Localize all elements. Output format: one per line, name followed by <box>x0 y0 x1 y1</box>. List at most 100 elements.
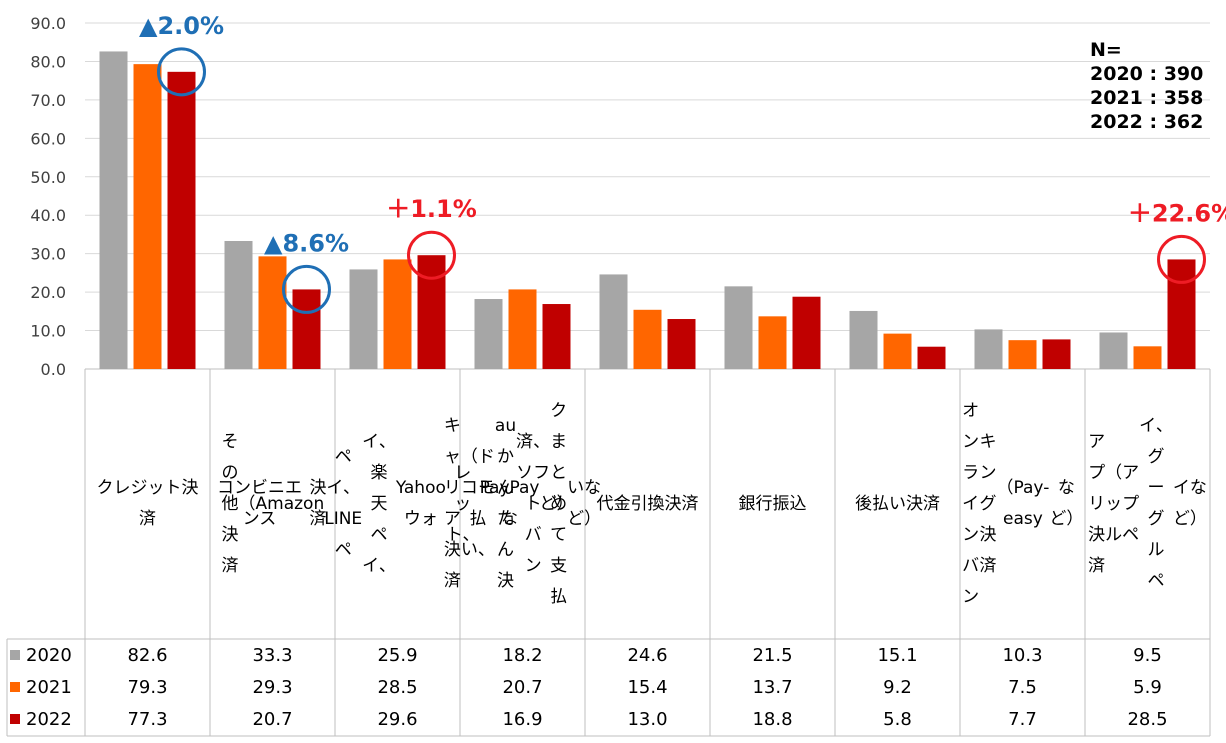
legend-series-name: 2021 <box>26 676 72 698</box>
bar-2020 <box>849 310 878 369</box>
legend-row-label: 2022 <box>10 704 72 734</box>
category-label-line: ペイ、LINEペ <box>324 447 363 560</box>
bar-2021 <box>133 64 162 369</box>
bar-2021 <box>508 289 537 369</box>
legend-series-name: 2020 <box>26 644 72 666</box>
bar-2022 <box>792 296 821 369</box>
bar-2021 <box>1008 340 1037 369</box>
table-value-cell: 15.4 <box>627 676 668 698</box>
y-tick-label: 50.0 <box>30 168 66 187</box>
category-label: その他決済 （Amazon ペイ、LINEペ イ、楽天ペイ、 Yahooウォ レット、 Pa… <box>222 372 574 636</box>
highlight-circle <box>1157 234 1206 284</box>
category-label: 後払い決済 <box>835 372 960 636</box>
bar-2020 <box>1099 332 1128 369</box>
y-tick-label: 90.0 <box>30 14 66 33</box>
sample-size-note: N= 2020 : 390 2021 : 358 2022 : 362 <box>1090 38 1203 134</box>
bar-2022 <box>1042 339 1071 369</box>
highlight-circle <box>157 47 206 97</box>
bar-2020 <box>474 299 503 369</box>
y-tick-label: 40.0 <box>30 206 66 225</box>
category-label: オンラインバン キング決済 （Pay-easy など） <box>960 372 1085 636</box>
category-label-line: キャリア決済 <box>443 416 461 591</box>
bar-2022 <box>417 255 446 369</box>
category-label-line: （ドコモ払い、 <box>460 447 495 560</box>
table-value-cell: 5.9 <box>1133 676 1162 698</box>
bar-2020 <box>99 51 128 370</box>
bar-2021 <box>883 333 912 369</box>
table-value-cell: 24.6 <box>627 644 668 666</box>
table-value-cell: 7.7 <box>1008 708 1037 730</box>
legend-row-label: 2020 <box>10 640 72 670</box>
category-label-line: （Pay-easy <box>996 478 1050 529</box>
legend-series-name: 2022 <box>26 708 72 730</box>
category-label: クレジット決済 <box>85 372 210 636</box>
table-value-cell: 13.7 <box>752 676 793 698</box>
legend-swatch <box>10 714 20 724</box>
table-value-cell: 20.7 <box>502 676 543 698</box>
category-label-line: イ、楽天ペイ、 <box>362 431 396 576</box>
y-tick-label: 10.0 <box>30 322 66 341</box>
legend-swatch <box>10 650 20 660</box>
category-label: 銀行振込 <box>710 372 835 636</box>
bar-2021 <box>258 256 287 369</box>
table-value-cell: 18.2 <box>502 644 543 666</box>
change-annotation: ▲2.0% <box>139 12 224 40</box>
category-label: キャリア決済 （ドコモ払い、 auかんたん決 済、ソフトバン クまとめて支払 いなど） <box>444 372 601 636</box>
y-tick-label: 20.0 <box>30 283 66 302</box>
category-label-line: 代金引換決 <box>596 493 682 514</box>
category-label-line: その他決済 <box>221 431 239 576</box>
table-value-cell: 18.8 <box>752 708 793 730</box>
n-note-line: 2022 : 362 <box>1090 111 1204 133</box>
y-tick-label: 70.0 <box>30 91 66 110</box>
bar-2020 <box>224 240 253 369</box>
bar-2021 <box>383 259 412 369</box>
category-label-line: アプリ決済 <box>1088 431 1106 576</box>
bar-2022 <box>542 304 571 369</box>
category-label-line: 銀行振込 <box>738 493 807 514</box>
bar-2021 <box>758 316 787 369</box>
change-annotation: ＋1.1% <box>386 195 477 223</box>
category-label: アプリ決済 （アップルペ イ、グーグルペ イなど） <box>1085 372 1210 636</box>
category-label-line: キング決済 <box>979 431 997 576</box>
category-label-line: 済 <box>681 493 699 514</box>
category-label-line: （アップルペ <box>1105 462 1140 545</box>
bar-2020 <box>974 329 1003 369</box>
y-tick-label: 0.0 <box>41 360 66 379</box>
category-label-line: クレジット決済 <box>96 478 199 529</box>
change-annotation: ＋22.6% <box>1128 199 1226 227</box>
table-value-cell: 20.7 <box>252 708 293 730</box>
table-value-cell: 9.2 <box>883 676 912 698</box>
table-value-cell: 29.3 <box>252 676 293 698</box>
category-label: 代金引換決済 <box>585 372 710 636</box>
category-label-line: 後払い決済 <box>855 493 940 514</box>
category-label-line: など） <box>1049 478 1084 529</box>
table-value-cell: 25.9 <box>377 644 418 666</box>
bar-2022 <box>292 289 321 369</box>
category-label-line: いなど） <box>567 478 602 529</box>
category-label-line: レット、 <box>445 462 480 545</box>
category-label: コンビニエンス 決済 <box>210 372 335 636</box>
y-tick-label: 60.0 <box>30 129 66 148</box>
highlight-circle <box>407 230 456 280</box>
table-value-cell: 21.5 <box>752 644 793 666</box>
category-label-line: ど） <box>539 493 574 514</box>
y-tick-label: 30.0 <box>30 245 66 264</box>
table-value-cell: 9.5 <box>1133 644 1162 666</box>
table-value-cell: 15.1 <box>877 644 918 666</box>
table-value-cell: 82.6 <box>127 644 168 666</box>
bar-2021 <box>633 309 662 369</box>
category-label-line: （Amazon <box>238 493 325 514</box>
bar-2020 <box>349 269 378 369</box>
bar-2022 <box>167 71 196 369</box>
table-value-cell: 5.8 <box>883 708 912 730</box>
legend-swatch <box>10 682 20 692</box>
category-label-line: オンラインバン <box>962 400 980 607</box>
category-label-line: auかんたん決 <box>494 416 517 591</box>
change-annotation: ▲8.6% <box>264 229 349 257</box>
table-value-cell: 29.6 <box>377 708 418 730</box>
bar-2022 <box>1167 259 1196 369</box>
n-note-line: 2021 : 358 <box>1090 87 1204 109</box>
legend-row-label: 2021 <box>10 672 72 702</box>
category-label-line: イなど） <box>1172 478 1207 529</box>
